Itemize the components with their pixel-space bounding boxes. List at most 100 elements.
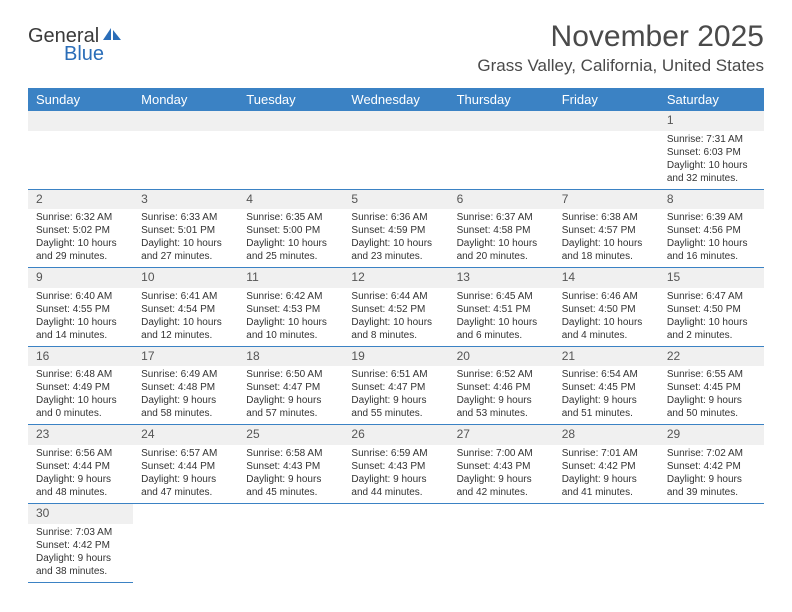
day-content-cell: [238, 524, 343, 583]
day-number-cell: [343, 111, 448, 131]
day-content-cell: Sunrise: 6:32 AMSunset: 5:02 PMDaylight:…: [28, 209, 133, 268]
day-number-cell: 27: [449, 425, 554, 445]
daylight-text: Daylight: 9 hours and 38 minutes.: [36, 552, 125, 578]
day-number-cell: 1: [659, 111, 764, 131]
day-content-cell: Sunrise: 6:52 AMSunset: 4:46 PMDaylight:…: [449, 366, 554, 425]
day-content-cell: Sunrise: 6:59 AMSunset: 4:43 PMDaylight:…: [343, 445, 448, 504]
daylight-text: Daylight: 10 hours and 6 minutes.: [457, 316, 546, 342]
sunrise-text: Sunrise: 6:52 AM: [457, 368, 546, 381]
day-number-cell: [238, 503, 343, 523]
daylight-text: Daylight: 10 hours and 20 minutes.: [457, 237, 546, 263]
day-number-cell: 26: [343, 425, 448, 445]
calendar-content-row: Sunrise: 6:32 AMSunset: 5:02 PMDaylight:…: [28, 209, 764, 268]
day-number: 12: [351, 270, 364, 284]
day-number-cell: 7: [554, 189, 659, 209]
calendar-daynum-row: 1: [28, 111, 764, 131]
day-number: 15: [667, 270, 680, 284]
day-number-cell: [28, 111, 133, 131]
sunset-text: Sunset: 4:50 PM: [667, 303, 756, 316]
sunrise-text: Sunrise: 6:36 AM: [351, 211, 440, 224]
sunset-text: Sunset: 4:47 PM: [246, 381, 335, 394]
day-number-cell: 19: [343, 346, 448, 366]
sunrise-text: Sunrise: 6:45 AM: [457, 290, 546, 303]
day-number-cell: [133, 503, 238, 523]
daylight-text: Daylight: 10 hours and 29 minutes.: [36, 237, 125, 263]
day-content-cell: Sunrise: 6:37 AMSunset: 4:58 PMDaylight:…: [449, 209, 554, 268]
day-number: 5: [351, 192, 358, 206]
day-content-cell: Sunrise: 6:41 AMSunset: 4:54 PMDaylight:…: [133, 288, 238, 347]
daylight-text: Daylight: 9 hours and 45 minutes.: [246, 473, 335, 499]
sunrise-text: Sunrise: 6:50 AM: [246, 368, 335, 381]
day-content-cell: [343, 131, 448, 190]
day-content-cell: Sunrise: 6:44 AMSunset: 4:52 PMDaylight:…: [343, 288, 448, 347]
sunset-text: Sunset: 4:54 PM: [141, 303, 230, 316]
day-content-cell: Sunrise: 6:45 AMSunset: 4:51 PMDaylight:…: [449, 288, 554, 347]
sunrise-text: Sunrise: 6:58 AM: [246, 447, 335, 460]
day-content-cell: Sunrise: 6:56 AMSunset: 4:44 PMDaylight:…: [28, 445, 133, 504]
daylight-text: Daylight: 9 hours and 50 minutes.: [667, 394, 756, 420]
sunset-text: Sunset: 4:48 PM: [141, 381, 230, 394]
sunrise-text: Sunrise: 6:42 AM: [246, 290, 335, 303]
day-content-cell: [659, 524, 764, 583]
day-number-cell: 23: [28, 425, 133, 445]
day-content-cell: Sunrise: 6:55 AMSunset: 4:45 PMDaylight:…: [659, 366, 764, 425]
day-number: 18: [246, 349, 259, 363]
sunrise-text: Sunrise: 6:49 AM: [141, 368, 230, 381]
calendar-daynum-row: 30: [28, 503, 764, 523]
day-content-cell: Sunrise: 7:02 AMSunset: 4:42 PMDaylight:…: [659, 445, 764, 504]
daylight-text: Daylight: 10 hours and 23 minutes.: [351, 237, 440, 263]
calendar-table: SundayMondayTuesdayWednesdayThursdayFrid…: [28, 88, 764, 583]
sunrise-text: Sunrise: 6:44 AM: [351, 290, 440, 303]
sunset-text: Sunset: 4:44 PM: [141, 460, 230, 473]
day-content-cell: [554, 131, 659, 190]
day-content-cell: Sunrise: 6:39 AMSunset: 4:56 PMDaylight:…: [659, 209, 764, 268]
day-content-cell: [343, 524, 448, 583]
weekday-header: Tuesday: [238, 88, 343, 111]
sunset-text: Sunset: 5:00 PM: [246, 224, 335, 237]
day-number-cell: 17: [133, 346, 238, 366]
day-number-cell: 18: [238, 346, 343, 366]
sunset-text: Sunset: 4:53 PM: [246, 303, 335, 316]
daylight-text: Daylight: 10 hours and 16 minutes.: [667, 237, 756, 263]
sunset-text: Sunset: 4:55 PM: [36, 303, 125, 316]
day-content-cell: Sunrise: 6:57 AMSunset: 4:44 PMDaylight:…: [133, 445, 238, 504]
sunrise-text: Sunrise: 6:55 AM: [667, 368, 756, 381]
day-number: 10: [141, 270, 154, 284]
day-number-cell: 6: [449, 189, 554, 209]
sunrise-text: Sunrise: 7:31 AM: [667, 133, 756, 146]
daylight-text: Daylight: 9 hours and 48 minutes.: [36, 473, 125, 499]
calendar-daynum-row: 2 34 5 678: [28, 189, 764, 209]
sunset-text: Sunset: 4:43 PM: [351, 460, 440, 473]
day-number: 20: [457, 349, 470, 363]
day-number-cell: 28: [554, 425, 659, 445]
day-content-cell: [449, 131, 554, 190]
day-content-cell: Sunrise: 7:31 AMSunset: 6:03 PMDaylight:…: [659, 131, 764, 190]
daylight-text: Daylight: 9 hours and 39 minutes.: [667, 473, 756, 499]
day-number: 4: [246, 192, 253, 206]
day-number: 28: [562, 427, 575, 441]
day-number-cell: 3: [133, 189, 238, 209]
calendar-content-row: Sunrise: 7:31 AMSunset: 6:03 PMDaylight:…: [28, 131, 764, 190]
daylight-text: Daylight: 10 hours and 4 minutes.: [562, 316, 651, 342]
day-number-cell: 12: [343, 268, 448, 288]
day-number: 26: [351, 427, 364, 441]
sunrise-text: Sunrise: 6:54 AM: [562, 368, 651, 381]
logo-text-2: Blue: [64, 44, 123, 64]
sunset-text: Sunset: 4:43 PM: [457, 460, 546, 473]
day-content-cell: Sunrise: 6:36 AMSunset: 4:59 PMDaylight:…: [343, 209, 448, 268]
sunrise-text: Sunrise: 6:57 AM: [141, 447, 230, 460]
day-number: 17: [141, 349, 154, 363]
day-number-cell: 4: [238, 189, 343, 209]
day-number-cell: 9: [28, 268, 133, 288]
day-number-cell: 8: [659, 189, 764, 209]
page-title: November 2025: [477, 20, 764, 54]
daylight-text: Daylight: 9 hours and 44 minutes.: [351, 473, 440, 499]
weekday-header: Saturday: [659, 88, 764, 111]
day-number: 2: [36, 192, 43, 206]
day-number: 24: [141, 427, 154, 441]
sunset-text: Sunset: 4:50 PM: [562, 303, 651, 316]
daylight-text: Daylight: 10 hours and 27 minutes.: [141, 237, 230, 263]
day-content-cell: Sunrise: 7:01 AMSunset: 4:42 PMDaylight:…: [554, 445, 659, 504]
location-subtitle: Grass Valley, California, United States: [477, 56, 764, 76]
day-number-cell: 15: [659, 268, 764, 288]
